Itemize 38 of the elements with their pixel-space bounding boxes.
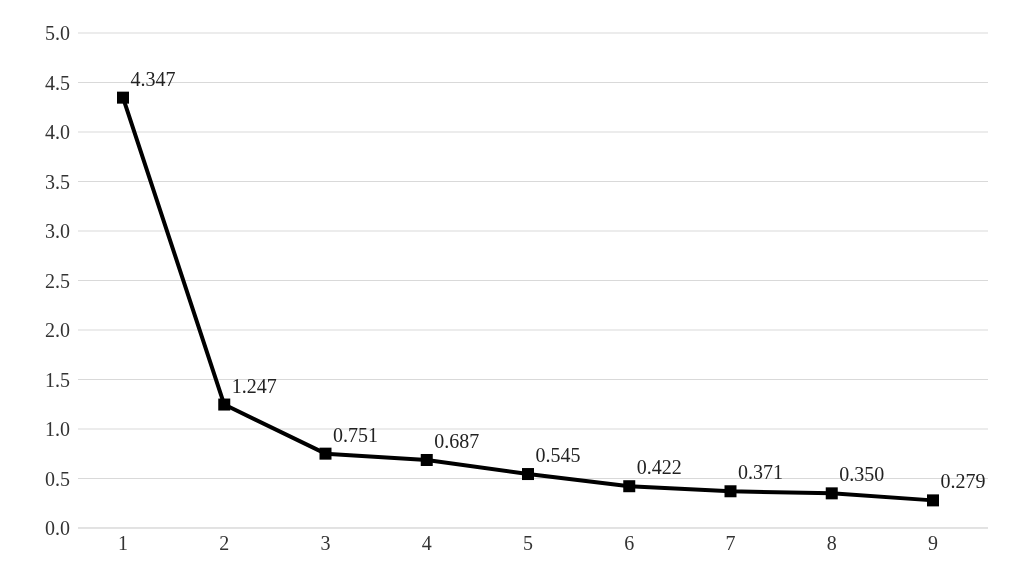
x-tick-label: 8	[826, 532, 837, 555]
x-tick-label: 1	[118, 532, 128, 555]
x-tick-label: 9	[928, 532, 938, 555]
data-label: 0.545	[535, 444, 581, 467]
y-tick-label: 0.0	[45, 517, 70, 540]
point	[623, 480, 636, 493]
y-tick-label: 4.5	[45, 71, 70, 94]
point	[117, 91, 129, 104]
data-label: 0.371	[738, 461, 783, 484]
data-label: 0.422	[636, 456, 682, 479]
data-label: 4.347	[130, 67, 176, 90]
data-label: 0.350	[839, 463, 885, 486]
x-tick-label: 4	[421, 532, 432, 555]
point	[218, 398, 231, 411]
point	[522, 468, 534, 481]
x-tick-label: 2	[219, 532, 230, 555]
y-tick-label: 3.5	[45, 170, 70, 193]
y-tick-label: 2.0	[45, 319, 70, 342]
y-tick-label: 1.5	[45, 368, 70, 391]
y-tick-label: 1.0	[45, 418, 70, 441]
data-label: 0.687	[434, 429, 480, 452]
x-tick-label: 3	[320, 532, 331, 555]
point	[825, 487, 838, 500]
y-tick-label: 5.0	[45, 22, 70, 45]
x-tick-label: 6	[624, 532, 635, 555]
y-tick-label: 3.0	[45, 220, 70, 243]
data-label: 1.247	[231, 374, 277, 397]
point	[420, 453, 433, 466]
x-tick-label: 5	[523, 532, 533, 555]
x-tick-label: 7	[725, 532, 736, 555]
y-tick-label: 0.5	[45, 467, 70, 490]
data-label: 0.279	[940, 470, 986, 493]
data-label: 0.751	[333, 423, 378, 446]
y-tick-label: 2.5	[45, 269, 70, 292]
y-tick-label: 4.0	[45, 121, 70, 144]
point	[724, 485, 737, 498]
point	[319, 447, 332, 460]
point	[927, 494, 939, 507]
